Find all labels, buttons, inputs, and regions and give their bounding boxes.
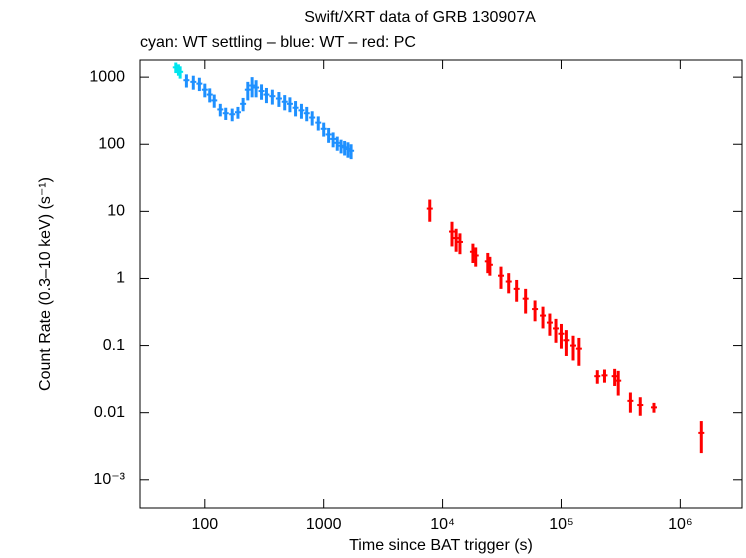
chart-title: Swift/XRT data of GRB 130907A [304,9,536,26]
y-tick-label: 100 [98,135,125,152]
y-tick-label: 0.1 [103,337,125,354]
x-tick-label: 100 [191,516,218,533]
y-tick-label: 1000 [89,68,125,85]
x-tick-label: 10⁵ [549,516,573,533]
y-tick-label: 1 [116,270,125,287]
y-tick-label: 10⁻³ [93,471,125,488]
x-tick-label: 10⁴ [430,516,455,533]
chart-subtitle: cyan: WT settling – blue: WT – red: PC [140,34,416,51]
x-axis-label: Time since BAT trigger (s) [349,537,533,554]
plot-frame [139,59,743,509]
x-tick-label: 1000 [306,516,342,533]
y-tick-label: 10 [107,203,125,220]
y-axis-label: Count Rate (0.3–10 keV) (s⁻¹) [37,177,54,391]
y-tick-label: 0.01 [94,404,125,421]
x-tick-label: 10⁶ [668,516,692,533]
